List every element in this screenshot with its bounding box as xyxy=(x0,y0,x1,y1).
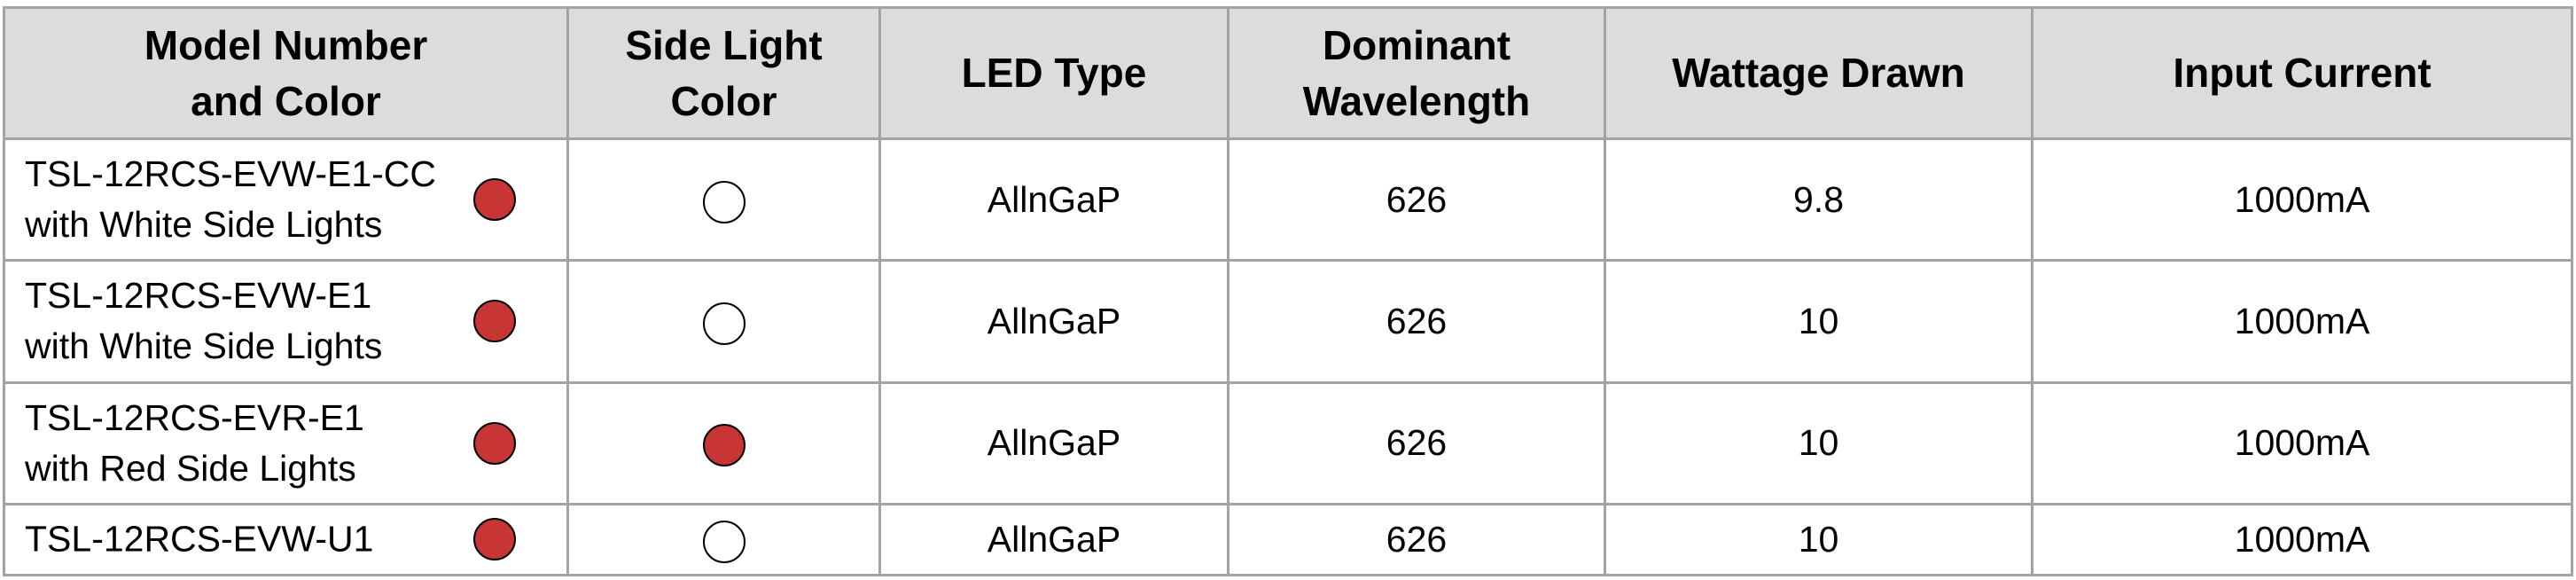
side-light-color-dot xyxy=(702,521,745,564)
side-light-cell xyxy=(566,259,881,384)
table-row: TSL-12RCS-EVW-U1 AllnGaP 626 10 1000mA xyxy=(3,502,2573,577)
header-led-type: LED Type xyxy=(878,6,1229,140)
header-side-light-color: Side Light Color xyxy=(566,6,881,140)
input-current-cell: 1000mA xyxy=(2031,137,2573,263)
side-light-cell xyxy=(566,502,881,577)
wavelength-cell: 626 xyxy=(1227,502,1606,577)
model-number: TSL-12RCS-EVR-E1 with Red Side Lights xyxy=(25,396,364,489)
header-model-number-and-color: Model Number and Color xyxy=(3,6,569,140)
model-color-dot xyxy=(473,300,516,343)
model-color-dot xyxy=(473,518,516,561)
model-color-dot xyxy=(473,178,516,222)
side-light-color-dot xyxy=(702,424,745,467)
model-cell: TSL-12RCS-EVW-U1 xyxy=(3,502,569,577)
wattage-cell: 9.8 xyxy=(1604,137,2033,263)
wattage-cell: 10 xyxy=(1604,502,2033,577)
side-light-color-dot xyxy=(702,302,745,346)
model-cell: TSL-12RCS-EVW-E1 with White Side Lights xyxy=(3,259,569,384)
input-current-cell: 1000mA xyxy=(2031,380,2573,506)
header-input-current: Input Current xyxy=(2031,6,2573,140)
spec-table: Model Number and Color Side Light Color … xyxy=(3,6,2573,577)
table-row: TSL-12RCS-EVW-E1-CC with White Side Ligh… xyxy=(3,137,2573,263)
header-wattage-drawn: Wattage Drawn xyxy=(1604,6,2033,140)
model-cell: TSL-12RCS-EVW-E1-CC with White Side Ligh… xyxy=(3,137,569,263)
wattage-cell: 10 xyxy=(1604,259,2033,384)
input-current-cell: 1000mA xyxy=(2031,502,2573,577)
model-color-dot xyxy=(473,421,516,465)
side-light-cell xyxy=(566,137,881,263)
wattage-cell: 10 xyxy=(1604,380,2033,506)
table-row: TSL-12RCS-EVR-E1 with Red Side Lights Al… xyxy=(3,380,2573,506)
model-number: TSL-12RCS-EVW-E1 with White Side Lights xyxy=(25,275,383,367)
led-type-cell: AllnGaP xyxy=(878,137,1229,263)
wavelength-cell: 626 xyxy=(1227,259,1606,384)
led-type-cell: AllnGaP xyxy=(878,502,1229,577)
wavelength-cell: 626 xyxy=(1227,380,1606,506)
model-cell: TSL-12RCS-EVR-E1 with Red Side Lights xyxy=(3,380,569,506)
header-dominant-wavelength: Dominant Wavelength xyxy=(1227,6,1606,140)
side-light-cell xyxy=(566,380,881,506)
led-type-cell: AllnGaP xyxy=(878,259,1229,384)
model-number: TSL-12RCS-EVW-E1-CC with White Side Ligh… xyxy=(25,153,436,246)
led-type-cell: AllnGaP xyxy=(878,380,1229,506)
table-row: TSL-12RCS-EVW-E1 with White Side Lights … xyxy=(3,259,2573,384)
header-row: Model Number and Color Side Light Color … xyxy=(3,6,2573,140)
side-light-color-dot xyxy=(702,180,745,223)
wavelength-cell: 626 xyxy=(1227,137,1606,263)
model-number: TSL-12RCS-EVW-U1 xyxy=(25,518,374,560)
input-current-cell: 1000mA xyxy=(2031,259,2573,384)
